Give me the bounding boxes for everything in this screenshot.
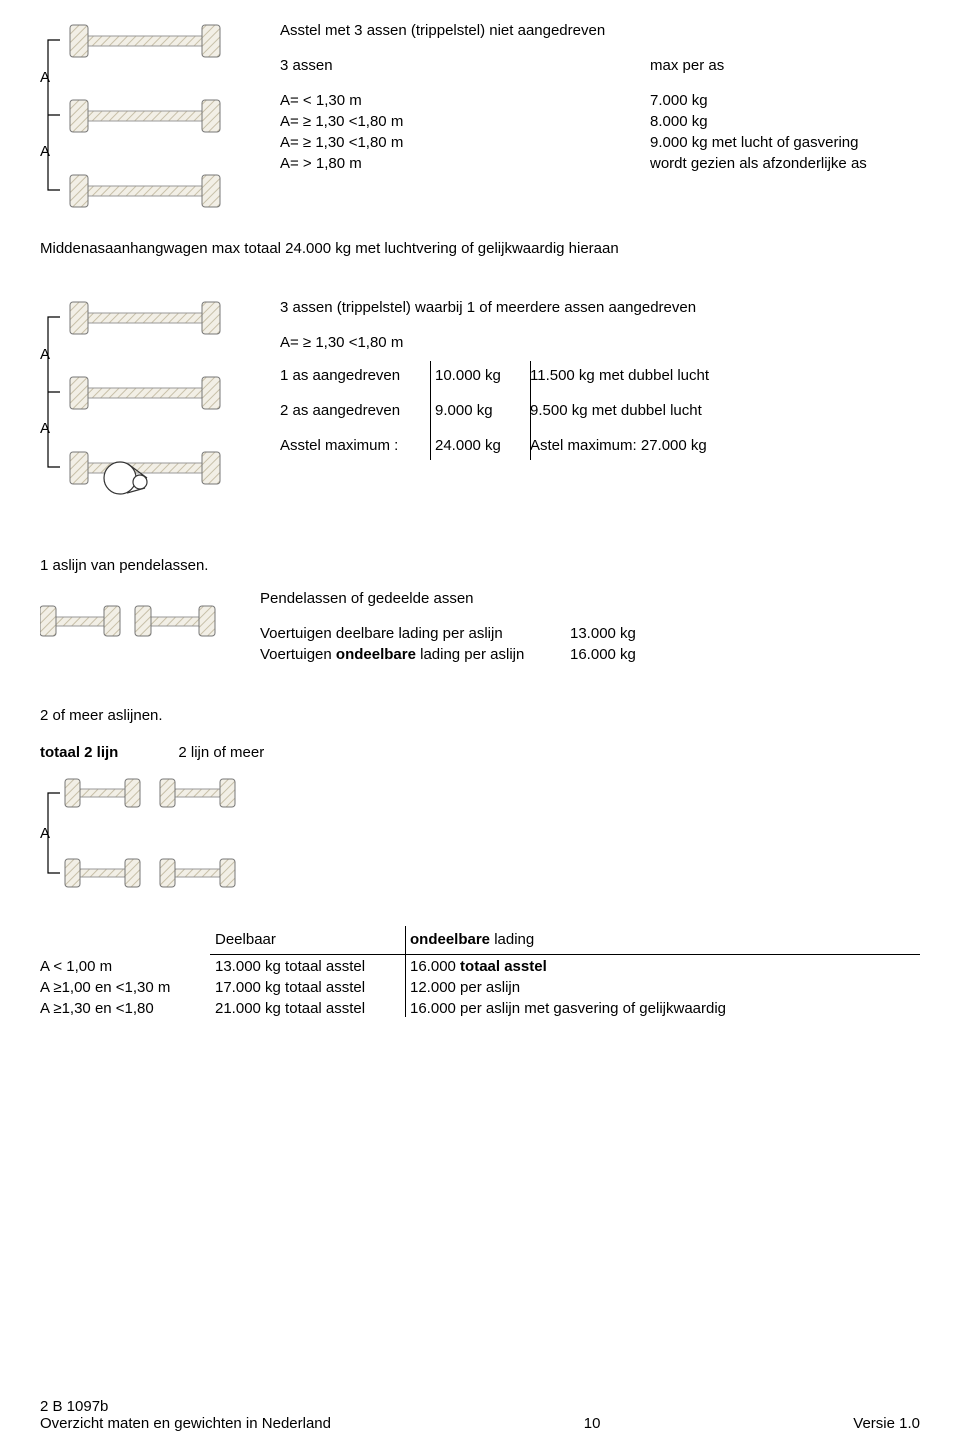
document-page: A A [0, 0, 960, 1450]
s2-r3-c1: Asstel maximum : [280, 437, 435, 454]
bt-r1-c3: 16.000 totaal asstel [410, 958, 920, 975]
pendel-r1-r: 13.000 kg [570, 625, 636, 642]
bt-r1-c2: 13.000 kg totaal asstel [215, 958, 410, 975]
section-triple-driven: A A [40, 297, 920, 497]
mid-sentence: Middenasaanhangwagen max totaal 24.000 k… [40, 240, 920, 257]
s2-r1-c2: 10.000 kg [435, 367, 530, 384]
triple-axle-diagram: A A [40, 20, 240, 210]
s2-r2-c3: 9.500 kg met dubbel lucht [530, 402, 920, 419]
pendel-diagram [40, 588, 220, 667]
bt-r2-c1: A ≥1,00 en <1,30 m [40, 979, 215, 996]
bt-r1-c1: A < 1,00 m [40, 958, 215, 975]
s2-r1-c3: 11.500 kg met dubbel lucht [530, 367, 920, 384]
section2-text: 3 assen (trippelstel) waarbij 1 of meerd… [280, 297, 920, 497]
section1-title: Asstel met 3 assen (trippelstel) niet aa… [280, 22, 920, 39]
bt-h1: Deelbaar [215, 931, 410, 948]
s1-r1-l: A= < 1,30 m [280, 92, 480, 109]
svg-text:A: A [40, 825, 50, 842]
bt-r3-c1: A ≥1,30 en <1,80 [40, 1000, 215, 1017]
s1-r1-r: 7.000 kg [650, 92, 920, 109]
svg-text:A: A [40, 69, 50, 86]
bottom-diagram: A [40, 771, 920, 901]
s1-r2-r: 8.000 kg [650, 113, 920, 130]
footer-title: Overzicht maten en gewichten in Nederlan… [40, 1415, 331, 1432]
section1-text: Asstel met 3 assen (trippelstel) niet aa… [280, 20, 920, 210]
bt-r2-c2: 17.000 kg totaal asstel [215, 979, 410, 996]
bottom-table: Deelbaar ondeelbare lading A < 1,00 m 13… [40, 931, 920, 1017]
s1-r4-l: A= > 1,80 m [280, 155, 480, 172]
s2-r1-c1: 1 as aangedreven [280, 367, 435, 384]
sub-left: 3 assen [280, 57, 480, 74]
s2-r2-c2: 9.000 kg [435, 402, 530, 419]
bt-r3-c3: 16.000 per aslijn met gasvering of gelij… [410, 1000, 920, 1017]
pendel-r1-l: Voertuigen deelbare lading per aslijn [260, 625, 570, 642]
s1-r2-l: A= ≥ 1,30 <1,80 m [280, 113, 480, 130]
pendel-block: Pendelassen of gedeelde assen Voertuigen… [40, 588, 920, 667]
s2-r3-c3: Astel maximum: 27.000 kg [530, 437, 920, 454]
totaal-headers: totaal 2 lijn 2 lijn of meer [40, 744, 920, 761]
page-footer: 2 B 1097b Overzicht maten en gewichten i… [40, 1398, 920, 1432]
s2-r2-c1: 2 as aangedreven [280, 402, 435, 419]
svg-text:A: A [40, 420, 50, 437]
pendel-text: Pendelassen of gedeelde assen Voertuigen… [260, 588, 636, 667]
s1-r3-l: A= ≥ 1,30 <1,80 m [280, 134, 480, 151]
footer-version: Versie 1.0 [853, 1415, 920, 1432]
twee-of-meer: 2 of meer aslijnen. [40, 707, 920, 724]
section2-title: 3 assen (trippelstel) waarbij 1 of meerd… [280, 299, 920, 316]
pendel-r2-r: 16.000 kg [570, 646, 636, 663]
footer-page: 10 [584, 1415, 601, 1432]
svg-text:A: A [40, 143, 50, 160]
s2-r3-c2: 24.000 kg [435, 437, 530, 454]
totaal-right: 2 lijn of meer [178, 744, 264, 761]
bt-h2: ondeelbare lading [410, 931, 920, 948]
sub-right: max per as [650, 57, 920, 74]
svg-text:A: A [40, 346, 50, 363]
pendel-title: Pendelassen of gedeelde assen [260, 590, 636, 607]
s1-r3-r: 9.000 kg met lucht of gasvering [650, 134, 920, 151]
s1-r4-r: wordt gezien als afzonderlijke as [650, 155, 920, 172]
bt-r2-c3: 12.000 per aslijn [410, 979, 920, 996]
footer-code: 2 B 1097b [40, 1398, 331, 1415]
aslijn-section: 1 aslijn van pendelassen. [40, 557, 920, 1017]
section2-cond: A= ≥ 1,30 <1,80 m [280, 334, 920, 351]
aslijn-heading: 1 aslijn van pendelassen. [40, 557, 920, 574]
triple-driven-diagram: A A [40, 297, 240, 497]
totaal-left: totaal 2 lijn [40, 744, 118, 761]
section-triple-axle: A A [40, 20, 920, 210]
pendel-r2-l: Voertuigen ondeelbare lading per aslijn [260, 646, 570, 663]
bt-r3-c2: 21.000 kg totaal asstel [215, 1000, 410, 1017]
footer-left: 2 B 1097b Overzicht maten en gewichten i… [40, 1398, 331, 1432]
